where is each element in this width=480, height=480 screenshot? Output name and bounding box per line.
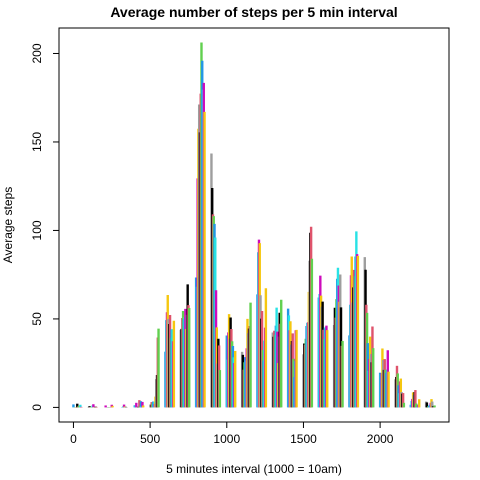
y-tick-label: 200 <box>30 43 44 63</box>
chart-title: Average number of steps per 5 min interv… <box>110 4 397 20</box>
x-tick-label: 500 <box>140 432 160 446</box>
x-tick-label: 2000 <box>367 432 394 446</box>
x-tick-label: 1500 <box>290 432 317 446</box>
y-axis-label: Average steps <box>1 187 15 264</box>
x-tick-label: 0 <box>70 432 77 446</box>
y-tick-label: 50 <box>30 312 44 326</box>
y-tick-label: 0 <box>30 404 44 411</box>
y-tick-label: 100 <box>30 220 44 240</box>
plot-frame <box>58 27 450 423</box>
y-tick-label: 150 <box>30 132 44 152</box>
x-axis-label: 5 minutes interval (1000 = 10am) <box>166 462 342 476</box>
x-tick-label: 1000 <box>213 432 240 446</box>
